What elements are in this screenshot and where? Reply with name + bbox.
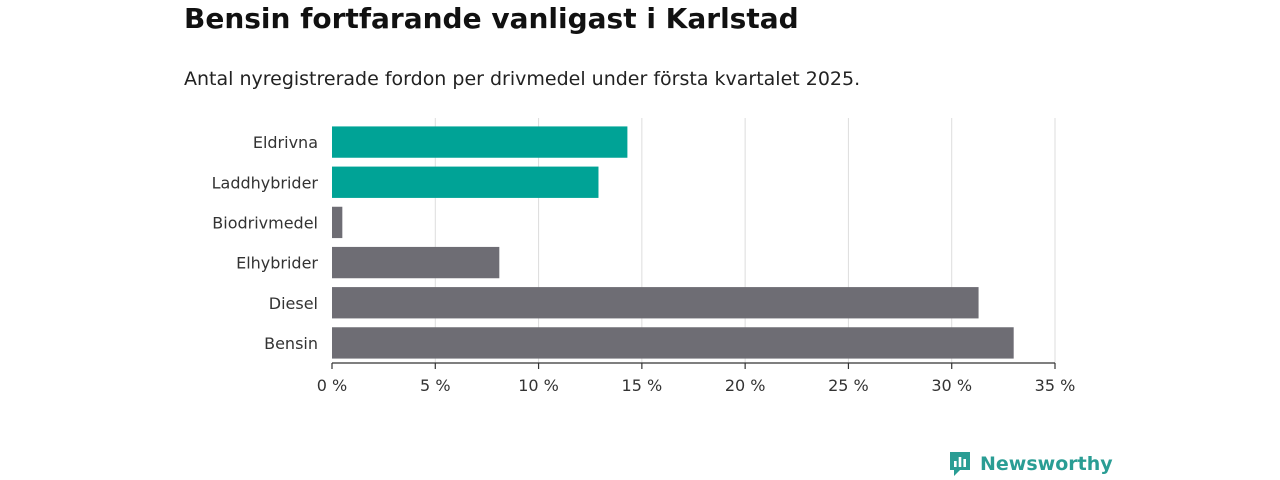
x-tick-label: 10 % (518, 376, 559, 395)
category-label: Biodrivmedel (212, 213, 318, 232)
x-tick-label: 30 % (931, 376, 972, 395)
bar (332, 327, 1014, 359)
x-tick-label: 25 % (828, 376, 869, 395)
bar (332, 287, 979, 319)
category-label: Elhybrider (236, 254, 318, 273)
chart-subtitle: Antal nyregistrerade fordon per drivmede… (184, 68, 861, 90)
category-label: Eldrivna (253, 133, 318, 152)
x-tick-label: 15 % (622, 376, 663, 395)
bar (332, 166, 599, 198)
newsworthy-logo-icon (950, 452, 970, 476)
category-label: Laddhybrider (212, 173, 319, 192)
bar (332, 246, 500, 279)
category-label: Bensin (264, 334, 318, 353)
chart-title: Bensin fortfarande vanligast i Karlstad (184, 2, 799, 35)
brand-logo: Newsworthy (948, 450, 1113, 478)
x-tick-label: 5 % (420, 376, 450, 395)
brand-name: Newsworthy (980, 453, 1113, 475)
x-tick-label: 20 % (725, 376, 766, 395)
bar (332, 206, 343, 239)
bar (332, 126, 628, 158)
x-tick-label: 35 % (1035, 376, 1076, 395)
x-tick-label: 0 % (317, 376, 347, 395)
category-label: Diesel (269, 294, 318, 313)
